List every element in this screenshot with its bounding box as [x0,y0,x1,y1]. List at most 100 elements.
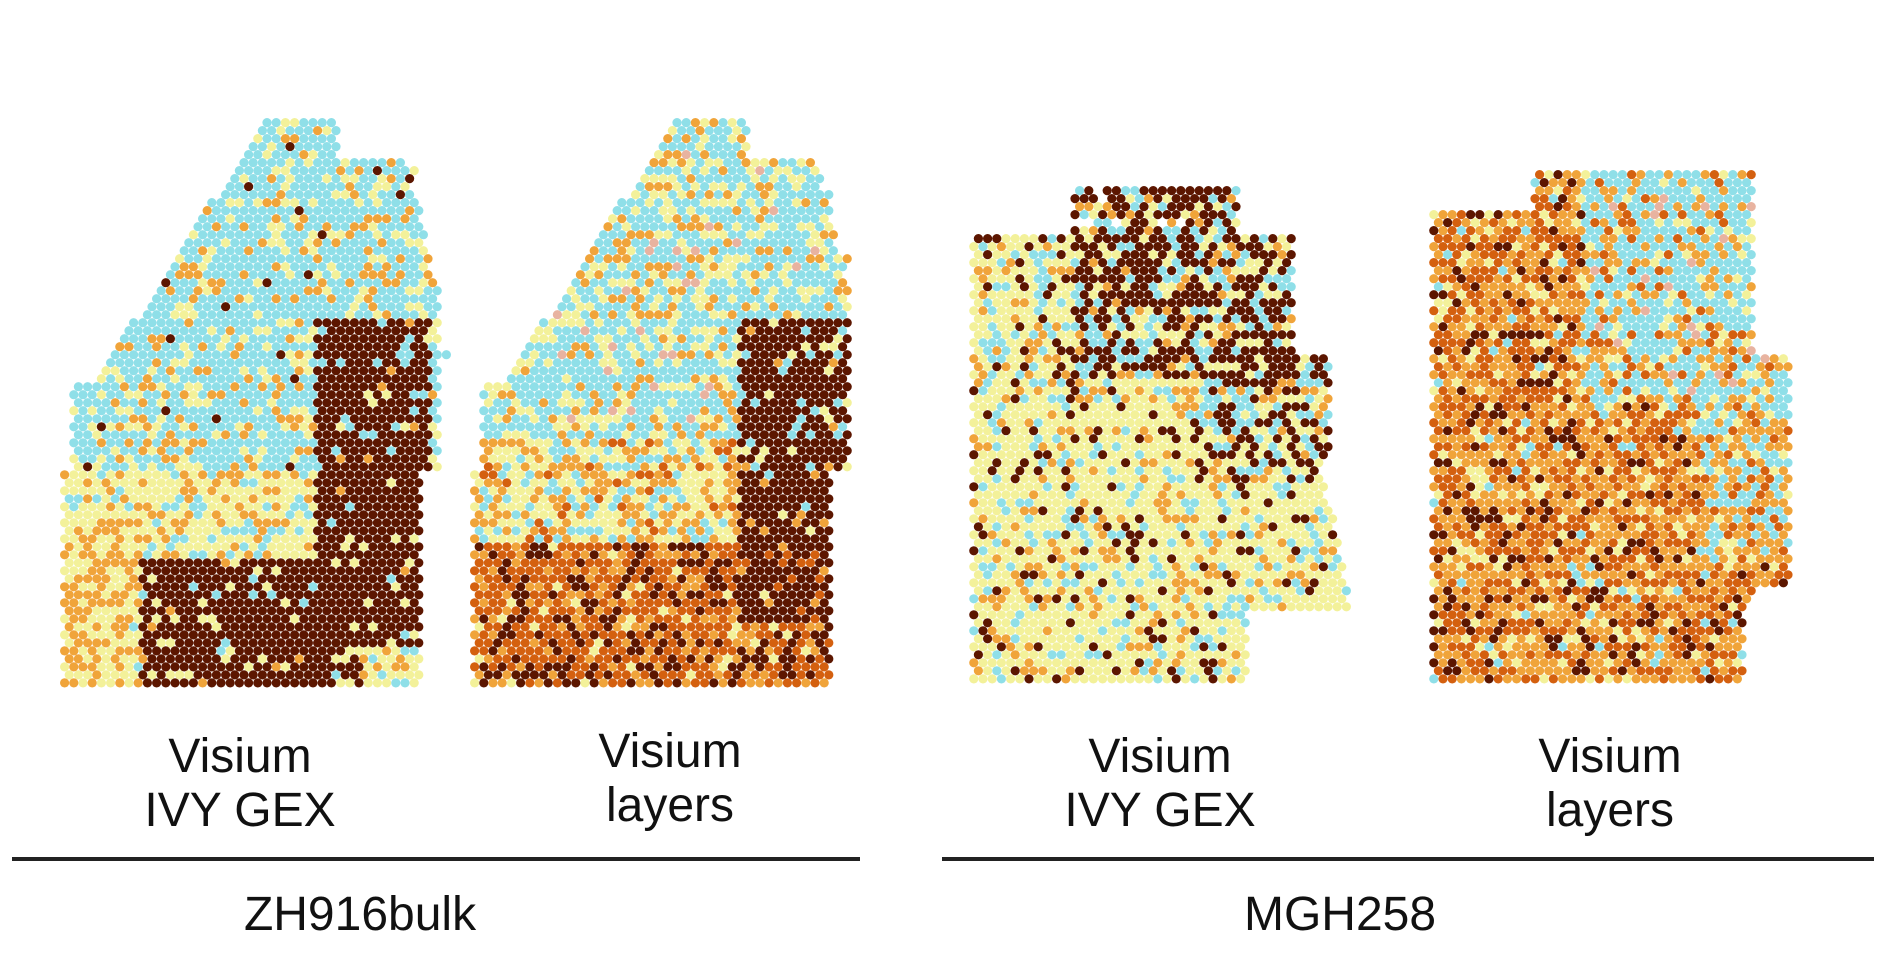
spot [405,302,415,312]
spot [119,382,129,392]
spot [198,406,208,416]
spot [787,302,797,312]
spot [294,542,304,552]
spot [539,398,549,408]
spot [285,558,295,568]
spot [234,262,244,272]
spot [317,518,327,528]
spot [432,286,442,296]
spot [612,446,622,456]
spot [78,422,88,432]
spot [667,270,677,280]
spot [543,374,553,384]
spot [681,454,691,464]
spot [713,574,723,584]
spot [368,494,378,504]
spot [280,678,290,688]
spot [805,526,815,536]
spot [631,670,641,680]
spot [216,230,226,240]
spot [239,206,249,216]
spot [349,558,359,568]
spot [349,414,359,424]
spot [336,294,346,304]
spot [589,502,599,512]
spot [759,462,769,472]
spot [138,414,148,424]
spot [299,342,309,352]
spot [336,582,346,592]
spot [539,318,549,328]
spot [119,478,129,488]
spot [741,430,751,440]
spot [700,358,710,368]
spot [170,470,180,480]
spot [239,542,249,552]
spot [516,662,526,672]
spot [649,334,659,344]
spot [732,238,742,248]
spot [833,446,843,456]
spot [428,374,438,384]
spot [773,246,783,256]
spot [741,622,751,632]
spot [746,518,756,528]
spot [230,174,240,184]
spot [644,598,654,608]
spot [654,230,664,240]
spot [170,518,180,528]
spot [695,654,705,664]
spot [193,462,203,472]
spot [1245,274,1255,284]
spot [161,566,171,576]
spot [677,542,687,552]
spot [723,590,733,600]
spot [1176,250,1186,260]
spot [418,246,428,256]
spot [165,622,175,632]
spot [202,238,212,248]
spot [317,294,327,304]
spot [566,446,576,456]
spot [106,470,116,480]
spot [681,294,691,304]
spot [101,654,111,664]
spot [271,678,281,688]
spot [115,582,125,592]
spot [511,606,521,616]
spot [170,486,180,496]
spot [635,390,645,400]
spot [700,406,710,416]
spot [161,326,171,336]
spot [156,462,166,472]
spot [805,606,815,616]
spot [115,566,125,576]
spot [386,606,396,616]
spot [331,366,341,376]
spot [165,350,175,360]
spot [635,454,645,464]
spot [497,518,507,528]
spot [322,126,332,136]
spot [723,606,733,616]
spot [253,614,263,624]
spot [340,366,350,376]
spot [294,446,304,456]
spot [787,430,797,440]
spot [414,238,424,248]
spot [690,454,700,464]
spot [161,502,171,512]
spot [805,462,815,472]
spot [672,182,682,192]
spot [787,446,797,456]
spot [773,534,783,544]
spot [313,206,323,216]
spot [1001,266,1011,276]
spot [677,238,687,248]
spot [359,590,369,600]
spot [796,158,806,168]
spot [391,470,401,480]
spot [133,534,143,544]
spot [700,422,710,432]
spot [713,478,723,488]
